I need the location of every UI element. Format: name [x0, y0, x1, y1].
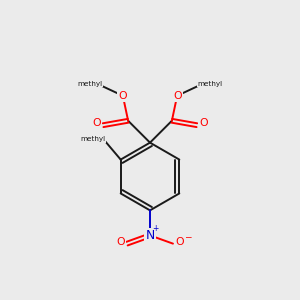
Text: O: O — [173, 91, 182, 101]
Text: O: O — [118, 91, 127, 101]
Text: O: O — [175, 238, 184, 248]
Text: −: − — [184, 233, 191, 242]
Text: O: O — [199, 118, 208, 128]
Text: N: N — [146, 229, 154, 242]
Text: O: O — [116, 238, 125, 248]
Text: O: O — [92, 118, 101, 128]
Text: methyl: methyl — [81, 136, 106, 142]
Text: methyl: methyl — [198, 81, 223, 87]
Text: methyl: methyl — [77, 81, 102, 87]
Text: +: + — [153, 224, 159, 233]
